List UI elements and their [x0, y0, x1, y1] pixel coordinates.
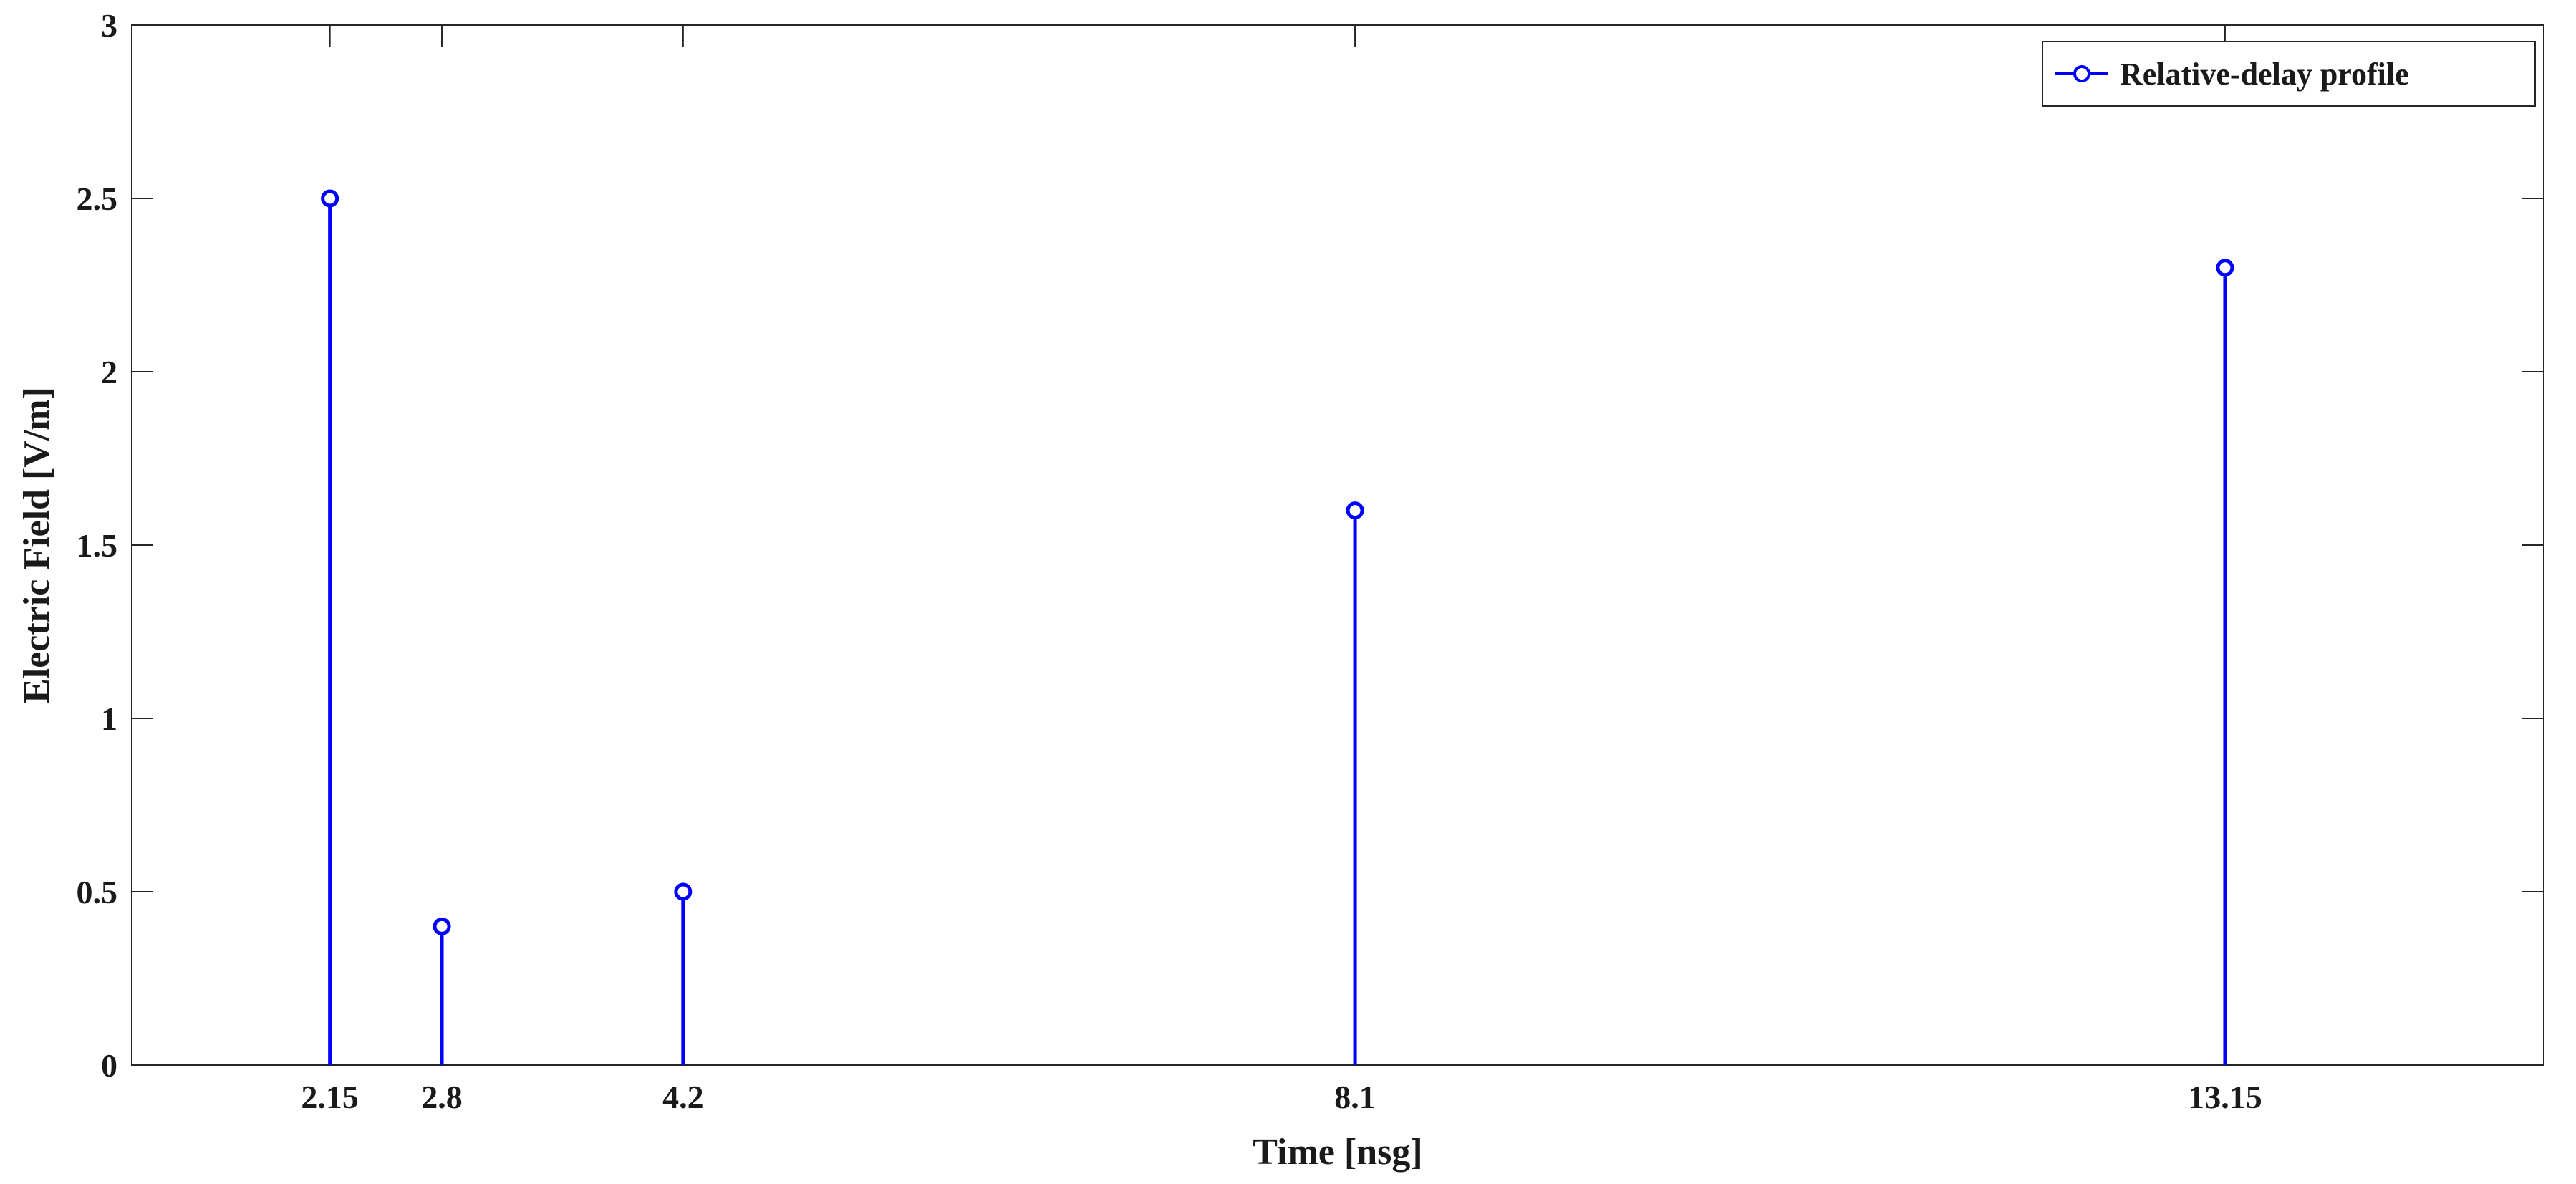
legend: Relative-delay profile: [2042, 41, 2536, 107]
y-axis-title: Electric Field [V/m]: [16, 387, 57, 703]
x-tick-label: 13.15: [2188, 1079, 2262, 1115]
x-tick-label: 2.15: [301, 1079, 359, 1115]
x-tick-label: 8.1: [1334, 1079, 1376, 1115]
data-stems: [321, 189, 2234, 1065]
y-tick-label: 3: [101, 7, 117, 44]
x-tick-label: 2.8: [421, 1079, 463, 1115]
stem-marker: [674, 882, 693, 901]
legend-entry-label: Relative-delay profile: [2120, 57, 2409, 92]
x-axis-title: Time [nsg]: [1253, 1132, 1422, 1173]
stem-marker: [1346, 501, 1364, 520]
y-tick-label: 2: [101, 354, 117, 390]
y-axis-ticks: 0 0.5 1 1.5 2 2.5 3: [77, 7, 2544, 1084]
legend-marker-icon: [2073, 65, 2090, 82]
y-tick-label: 2.5: [77, 181, 118, 217]
x-axis-ticks: 2.15 2.8 4.2 8.1 13.15: [301, 25, 2262, 1115]
stem-marker: [433, 917, 451, 935]
y-tick-label: 0.5: [77, 874, 118, 910]
y-tick-label: 1.5: [77, 527, 118, 564]
plot-frame: [131, 24, 2544, 1066]
y-tick-label: 1: [101, 701, 117, 737]
stem-marker: [321, 189, 339, 208]
legend-box: [2042, 41, 2536, 107]
stem-marker: [2216, 259, 2234, 277]
plot-area-border: [131, 24, 2544, 1066]
y-tick-label: 0: [101, 1047, 117, 1084]
x-tick-label: 4.2: [662, 1079, 704, 1115]
